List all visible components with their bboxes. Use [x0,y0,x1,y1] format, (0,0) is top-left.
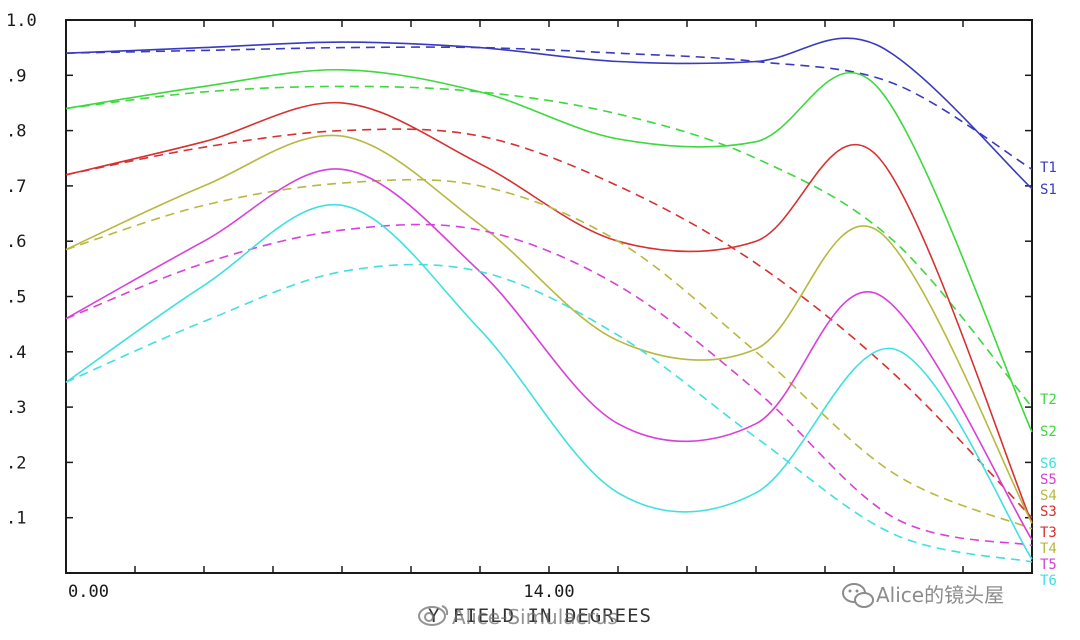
x-axis-label: Y FIELD IN DEGREES [428,605,652,627]
legend-label-t2: T2 [1040,392,1057,408]
y-tick-label: .1 [6,509,26,529]
y-tick-label: 1.0 [6,11,37,31]
legend-label-s6: S6 [1040,456,1057,472]
y-tick-label: .2 [6,453,26,473]
series-line-t4 [65,178,1033,530]
legend-label-s2: S2 [1040,424,1057,440]
y-tick-label: .8 [6,122,26,142]
legend-label-s5: S5 [1040,472,1057,488]
weibo-icon [418,605,449,626]
axes: .1 .2 .3 .4 .5 .6 .7 .8 .9 1.0 0.00 14.00 [6,11,1033,602]
y-tick-label: .3 [6,398,26,418]
series-line-s6 [65,203,1033,560]
legend-label-t5: T5 [1040,557,1057,573]
y-tick-label: .7 [6,177,26,197]
series-line-t3 [65,128,1033,519]
series-line-t5 [65,223,1033,547]
x-axis-label-group: Y FIELD IN DEGREES [428,605,652,627]
legend-label-s1: S1 [1040,182,1057,198]
series-line-s5 [65,168,1033,541]
x-tick-label: 14.00 [523,582,574,602]
y-tick-label: .9 [6,66,26,86]
legend-label-t4: T4 [1040,541,1057,557]
y-tick-label: .4 [6,343,26,363]
legend-label-s3: S3 [1040,504,1057,520]
corner-watermark: Alice的镜头屋 [842,583,1004,608]
series-line-s4 [65,134,1033,524]
center-watermark-text: Alice-Simulacrus [452,605,618,629]
legend-label-t1: T1 [1040,160,1057,176]
y-tick-label: .5 [6,288,26,308]
x-tick-label: 0.00 [68,582,109,602]
series-line-t1 [65,46,1033,170]
legend-label-t3: T3 [1040,525,1057,541]
series-line-s2 [65,68,1033,433]
y-tick-label: .6 [6,232,26,252]
legend-label-s4: S4 [1040,488,1057,504]
series-line-s1 [65,37,1033,190]
center-watermark: Alice-Simulacrus [418,605,618,629]
legend-label-t6: T6 [1040,573,1057,589]
series-line-t6 [65,263,1033,563]
series-line-t2 [65,85,1033,408]
corner-watermark-text: Alice的镜头屋 [876,583,1004,607]
wechat-icon [842,583,874,608]
series-layer [65,37,1033,563]
series-line-s3 [65,101,1033,524]
